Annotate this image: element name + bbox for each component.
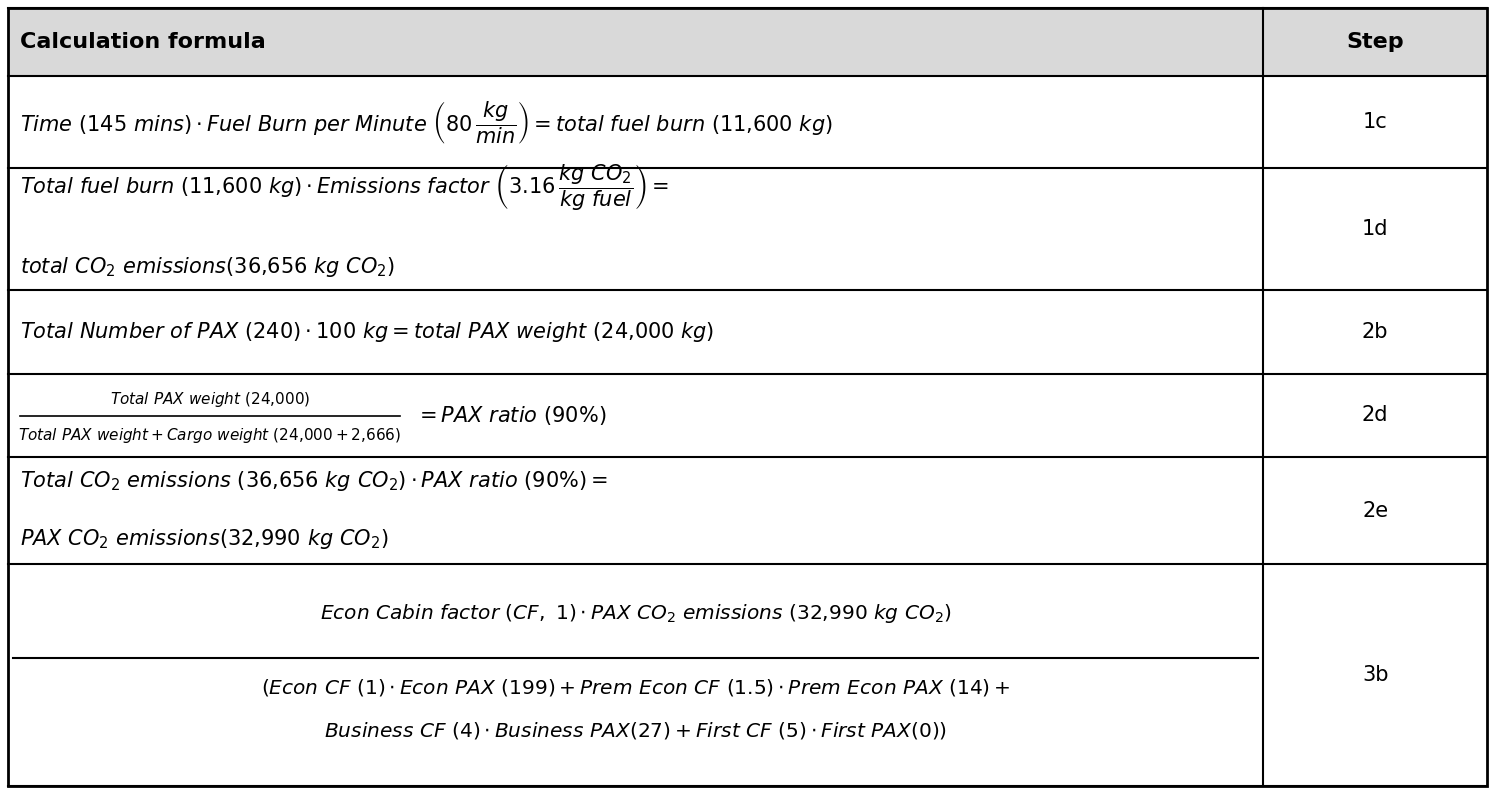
Text: $\mathit{PAX}\ CO_2\ \mathit{emissions(32{,}990\ kg\ }CO_2\mathit{)}$: $\mathit{PAX}\ CO_2\ \mathit{emissions(3… [19,526,389,550]
Bar [7,291,1488,374]
Text: 2e: 2e [1362,500,1389,521]
Bar [7,374,1488,457]
Text: $\mathit{Total\ Number\ of\ PAX}\ \mathit{(240)} \cdot \mathit{100\ kg}= \mathit: $\mathit{Total\ Number\ of\ PAX}\ \mathi… [19,320,715,344]
Text: $\mathit{Total}\ CO_2\ \mathit{emissions\ (36{,}656\ kg\ }CO_2\mathit{)}\cdot \m: $\mathit{Total}\ CO_2\ \mathit{emissions… [19,468,608,492]
Text: $\mathit{(Econ\ CF\ (1) \cdot Econ\ PAX\ (199) + Prem\ Econ\ CF\ (1.5)\cdot Prem: $\mathit{(Econ\ CF\ (1) \cdot Econ\ PAX\… [262,676,1011,698]
Bar [7,168,1488,291]
Text: $\mathit{Econ\ Cabin\ factor\ (CF,\ 1)} \cdot \mathit{PAX}\ CO_2\ \mathit{emissi: $\mathit{Econ\ Cabin\ factor\ (CF,\ 1)} … [320,602,952,625]
Text: $\mathit{Business\ CF\ (4) \cdot Business\ PAX(27) + First\ CF\ (5)\cdot First\ : $\mathit{Business\ CF\ (4) \cdot Busines… [324,719,948,741]
Bar [7,565,1488,786]
Bar [7,8,1488,76]
Text: $\mathit{Total\ PAX\ weight + Cargo\ weight\ (24{,}000 + 2{,}666)}$: $\mathit{Total\ PAX\ weight + Cargo\ wei… [18,426,402,445]
Text: $= \mathit{PAX\ ratio\ (90\%)}$: $= \mathit{PAX\ ratio\ (90\%)}$ [416,404,607,427]
Text: 2d: 2d [1362,405,1389,426]
Bar [7,457,1488,565]
Text: $\mathit{total}\ CO_2\ \mathit{emissions(36{,}656\ kg\ }CO_2\mathit{)}$: $\mathit{total}\ CO_2\ \mathit{emissions… [19,256,395,279]
Text: 3b: 3b [1362,665,1389,685]
Text: 1d: 1d [1362,219,1389,239]
Text: Step: Step [1347,33,1404,52]
Bar [7,76,1488,168]
Text: 2b: 2b [1362,322,1389,342]
Text: $\mathit{Total\ PAX\ weight\ (24{,}000)}$: $\mathit{Total\ PAX\ weight\ (24{,}000)}… [109,390,311,409]
Text: $\mathit{Time}\ \mathit{(145\ mins)} \cdot \mathit{Fuel\ Burn\ per\ Minute}$$\ \: $\mathit{Time}\ \mathit{(145\ mins)} \cd… [19,99,833,146]
Text: $\mathit{Total\ fuel\ burn}\ \mathit{(11{,}600\ kg)} \cdot \mathit{Emissions\ fa: $\mathit{Total\ fuel\ burn}\ \mathit{(11… [19,162,670,213]
Text: Calculation formula: Calculation formula [19,33,266,52]
Text: 1c: 1c [1363,113,1387,133]
